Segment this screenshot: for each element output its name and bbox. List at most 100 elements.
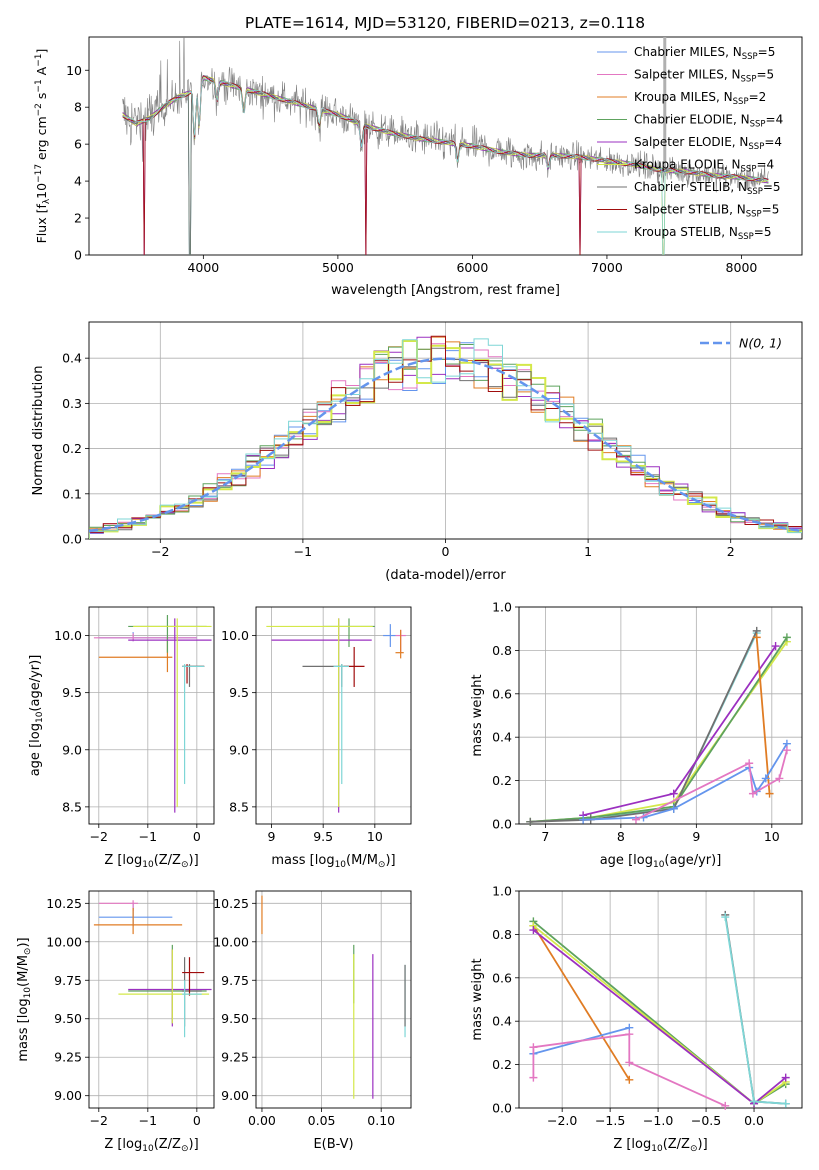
x-axis-label: Z [log10(Z/Z⊙)] bbox=[104, 1137, 198, 1154]
weight-marker bbox=[529, 1043, 538, 1052]
errorbar-3 bbox=[323, 618, 375, 647]
y-tick-label: 1.0 bbox=[492, 884, 512, 899]
x-tick-label: −1 bbox=[139, 1113, 157, 1128]
weight-marker bbox=[529, 926, 538, 935]
x-axis-label: Z [log10(Z/Z⊙)] bbox=[104, 853, 198, 870]
x-tick-label: 10 bbox=[367, 829, 383, 844]
x-tick-label: 0.0 bbox=[744, 1113, 764, 1128]
x-tick-label: −2 bbox=[151, 544, 169, 559]
errorbar-4 bbox=[128, 949, 212, 1027]
x-axis-label: mass [log10(M/M⊙)] bbox=[271, 853, 395, 870]
x-tick-label: −1.5 bbox=[595, 1113, 625, 1128]
weight-marker bbox=[745, 759, 754, 768]
axes-frame bbox=[88, 606, 215, 825]
y-tick-label: 0.0 bbox=[492, 817, 512, 832]
x-tick-label: 4000 bbox=[187, 260, 219, 275]
x-tick-label: 0 bbox=[193, 829, 201, 844]
y-tick-label: 10.25 bbox=[213, 896, 249, 911]
errorbar-2 bbox=[395, 629, 404, 659]
y-axis-label: Flux [fλ10−17 erg cm−2 s−1 A−1] bbox=[34, 49, 52, 244]
histogram-panel: −2 −1 0 1 2 0.0 0.1 0.2 0.3 0.4 N(0, 1) (data-model… bbox=[31, 321, 803, 583]
errorbar-3 bbox=[128, 614, 207, 653]
axes-frame bbox=[88, 36, 803, 256]
x-tick-label: 1 bbox=[584, 544, 592, 559]
weight-marker bbox=[771, 642, 780, 651]
weight-series-0 bbox=[532, 925, 631, 1081]
weight-marker bbox=[765, 789, 774, 798]
age-vs-mass-panel: 9 9.5 10 8.5 9.0 9.5 10.0 mass [log10(M/M⊙)] bbox=[221, 606, 412, 870]
errorbar-3 bbox=[128, 944, 207, 1024]
y-tick-label: 10.0 bbox=[221, 628, 249, 643]
legend-entry-3: Chabrier ELODIE, NSSP=4 bbox=[634, 113, 783, 130]
y-tick-label: 8 bbox=[74, 100, 82, 115]
y-tick-label: 0.2 bbox=[492, 1057, 512, 1072]
legend-entry-6: Chabrier STELIB, NSSP=5 bbox=[634, 180, 781, 197]
normal-reference-curve bbox=[89, 357, 802, 533]
legend-entry-4: Salpeter ELODIE, NSSP=4 bbox=[634, 135, 782, 152]
x-tick-label: 0.10 bbox=[367, 1113, 395, 1128]
figure-title: PLATE=1614, MJD=53120, FIBERID=0213, z=0… bbox=[245, 14, 645, 32]
y-tick-label: 9.25 bbox=[221, 1050, 249, 1065]
errorbar-0 bbox=[98, 903, 173, 927]
x-tick-label: −1.0 bbox=[643, 1113, 673, 1128]
weight-marker bbox=[775, 774, 784, 783]
axes-frame bbox=[88, 321, 803, 540]
errorbar-1 bbox=[98, 900, 139, 912]
model-spectrum-5 bbox=[122, 76, 769, 255]
y-tick-label: 8.5 bbox=[62, 799, 82, 814]
x-tick-label: 0 bbox=[442, 544, 450, 559]
weight-vs-age-panel: 7 8 9 10 0.0 0.2 0.4 0.6 0.8 1.0 age [log10(age/yr… bbox=[470, 600, 803, 870]
errorbar-8 bbox=[182, 980, 202, 1038]
y-tick-label: 9.00 bbox=[54, 1088, 82, 1103]
errorbar-2 bbox=[93, 907, 183, 935]
x-tick-label: 0 bbox=[193, 1113, 201, 1128]
y-tick-label: 0.6 bbox=[492, 686, 512, 701]
y-tick-label: 0.0 bbox=[62, 532, 82, 547]
legend-entry-normal: N(0, 1) bbox=[739, 336, 782, 351]
y-tick-label: 9.00 bbox=[221, 1088, 249, 1103]
axes-frame bbox=[518, 606, 803, 825]
weight-series-5 bbox=[755, 637, 771, 794]
errorbar-7 bbox=[182, 957, 205, 996]
age-vs-z-panel: −2 −1 0 8.5 9.0 9.5 10.0 Z [log10(Z/Z⊙)] age [lo… bbox=[28, 606, 215, 870]
weight-marker bbox=[625, 1058, 634, 1067]
weight-marker bbox=[526, 817, 535, 826]
x-tick-label: −1 bbox=[294, 544, 312, 559]
weight-series-4 bbox=[582, 645, 777, 817]
legend-entry-0: Chabrier MILES, NSSP=5 bbox=[634, 45, 775, 62]
y-tick-label: 0.2 bbox=[492, 773, 512, 788]
axes-frame bbox=[255, 606, 412, 825]
y-tick-label: 1.0 bbox=[492, 600, 512, 615]
y-tick-label: 10 bbox=[66, 63, 82, 78]
y-tick-label: 2 bbox=[74, 211, 82, 226]
legend-entry-2: Kroupa MILES, NSSP=2 bbox=[634, 90, 766, 107]
x-axis-label: wavelength [Angstrom, rest frame] bbox=[331, 283, 560, 298]
legend-entry-5: Kroupa ELODIE, NSSP=4 bbox=[634, 158, 774, 175]
y-tick-label: 0.8 bbox=[492, 927, 512, 942]
weight-marker bbox=[761, 774, 770, 783]
axes-frame bbox=[88, 890, 215, 1109]
y-axis-label: mass weight bbox=[470, 958, 485, 1040]
weight-marker bbox=[782, 746, 791, 755]
y-tick-label: 4 bbox=[74, 174, 82, 189]
y-axis-label: age [log10(age/yr)] bbox=[28, 655, 45, 777]
x-tick-label: −0.5 bbox=[691, 1113, 721, 1128]
legend-entry-1: Salpeter MILES, NSSP=5 bbox=[634, 68, 774, 85]
errorbar-8 bbox=[333, 664, 349, 785]
y-tick-label: 10.00 bbox=[213, 934, 249, 949]
y-tick-label: 10.00 bbox=[46, 934, 82, 949]
model-spectrum-8 bbox=[122, 76, 769, 255]
x-tick-label: 7000 bbox=[591, 260, 623, 275]
spectrum-panel: 4000 5000 6000 7000 8000 0 2 4 6 8 10 wavelength [A… bbox=[34, 36, 803, 298]
y-tick-label: 9.0 bbox=[229, 742, 249, 757]
y-tick-label: 0.3 bbox=[62, 396, 82, 411]
x-tick-label: 5000 bbox=[322, 260, 354, 275]
y-tick-label: 9.25 bbox=[54, 1050, 82, 1065]
y-tick-label: 9.5 bbox=[229, 685, 249, 700]
weight-marker bbox=[669, 804, 678, 813]
errorbar-5 bbox=[133, 618, 212, 807]
errorbar-5 bbox=[118, 949, 210, 1024]
y-tick-label: 0.4 bbox=[62, 351, 82, 366]
y-tick-label: 8.5 bbox=[229, 799, 249, 814]
mass-vs-ebv-panel: 0.00 0.05 0.10 9.00 9.25 9.50 9.75 10.00 10.25 E(… bbox=[213, 890, 412, 1152]
